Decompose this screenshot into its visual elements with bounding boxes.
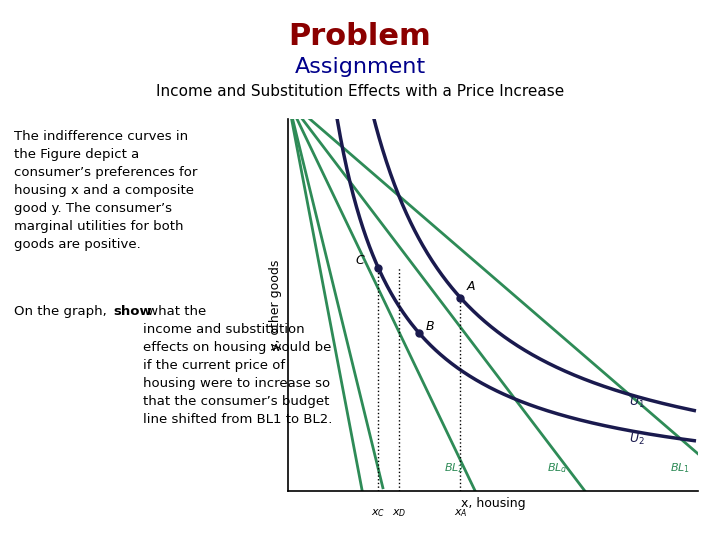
Text: $BL_d$: $BL_d$ [546, 461, 567, 475]
Text: what the
income and substitution
effects on housing would be
if the current pric: what the income and substitution effects… [143, 305, 332, 426]
X-axis label: x, housing: x, housing [461, 497, 526, 510]
Text: B: B [426, 320, 434, 333]
Text: $BL_2$: $BL_2$ [444, 461, 464, 475]
Text: Assignment: Assignment [294, 57, 426, 77]
Text: show: show [114, 305, 153, 318]
Text: $x_A$: $x_A$ [454, 508, 467, 519]
Text: Problem: Problem [289, 22, 431, 51]
Text: On the graph,: On the graph, [14, 305, 112, 318]
Text: A: A [467, 280, 475, 293]
Text: C: C [356, 254, 364, 267]
Y-axis label: y, other goods: y, other goods [269, 260, 282, 350]
Text: $BL_1$: $BL_1$ [670, 461, 690, 475]
Text: $U_2$: $U_2$ [629, 432, 644, 447]
Text: The indifference curves in
the Figure depict a
consumer’s preferences for
housin: The indifference curves in the Figure de… [14, 130, 198, 251]
Text: Income and Substitution Effects with a Price Increase: Income and Substitution Effects with a P… [156, 84, 564, 99]
Text: $x_C$: $x_C$ [372, 508, 385, 519]
Text: $x_D$: $x_D$ [392, 508, 406, 519]
Text: $U_1$: $U_1$ [629, 395, 644, 410]
